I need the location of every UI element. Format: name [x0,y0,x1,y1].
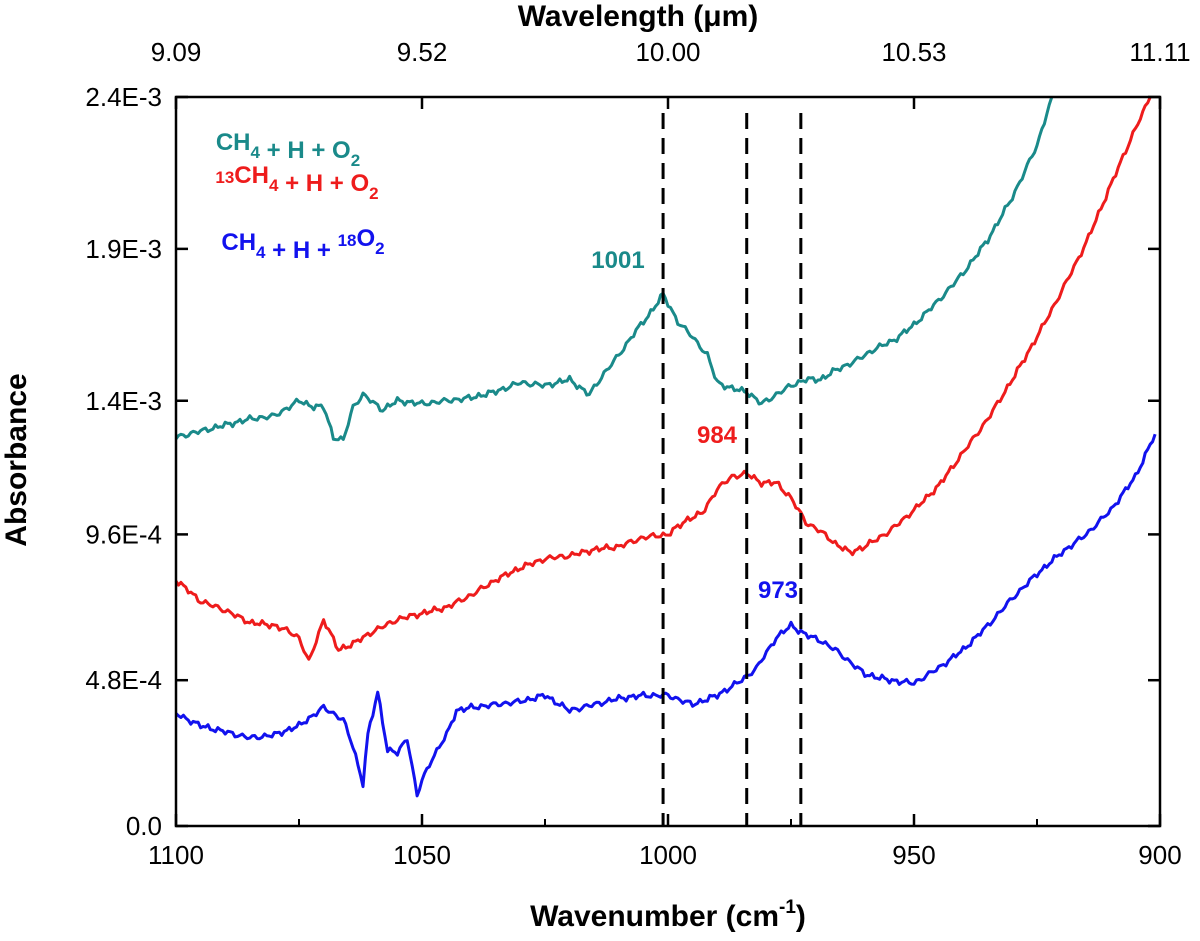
x-tick-label-1050: 1050 [393,840,451,870]
x-tick-label-1000: 1000 [639,840,697,870]
legend-text-part: CH [221,229,256,256]
series-layer [174,96,1157,798]
y-tick-label-2: 9.6E-4 [85,519,162,549]
top-tick-label-0: 9.09 [151,37,202,67]
y-tick-label-5: 2.4E-3 [85,82,162,112]
axis-ticks [174,95,1162,828]
series-line-3 [174,433,1157,798]
legend-entry-2: 13CH4 + H + O2 [215,162,378,203]
top-tick-label-3: 10.53 [881,37,946,67]
legend-text-part: 2 [351,151,360,170]
top-tick-label-1: 9.52 [397,37,448,67]
y-axis-title: Absorbance [0,373,33,546]
top-tick-label-2: 10.00 [635,37,700,67]
y-tick-label-0: 0.0 [126,811,162,841]
legend-entry-1: CH4 + H + O2 [216,129,360,170]
series-line-2 [174,96,1152,661]
legend-text-part: 2 [369,184,378,203]
legend-text-part: 4 [269,176,279,195]
peak-label-984: 984 [697,422,738,449]
legend-text-part: 2 [375,239,384,258]
legend-entry-3: CH4 + H + 18O2 [221,225,384,264]
legend-text-part: O [356,225,375,252]
legend-text-part: 13 [215,168,234,187]
reference-lines [661,113,803,826]
x-axis-title: Wavenumber (cm-1) [530,897,806,933]
plot-frame [174,95,1162,828]
legend-text-part: CH [216,129,251,156]
series-line-1 [174,96,1054,442]
labels: 1001 984 973 1100 1050 1000 950 900 9.09 9.52 10.0… [85,37,1190,870]
y-tick-label-3: 1.4E-3 [85,386,162,416]
x-tick-label-900: 900 [1138,840,1181,870]
top-tick-label-4: 11.11 [1129,37,1190,67]
y-tick-label-4: 1.9E-3 [85,234,162,264]
legend-text-part: + H + O [260,137,351,164]
x-tick-label-950: 950 [892,840,935,870]
axes-frame [174,95,1162,828]
legend-text-part: 4 [251,143,261,162]
y-tick-label-1: 4.8E-4 [85,665,162,695]
legend-text-part: + H + O [278,170,369,197]
peak-label-973: 973 [758,577,798,604]
peak-label-1001: 1001 [591,247,644,274]
legend-text-part: + H + [266,237,338,264]
x-tick-label-1100: 1100 [148,840,204,870]
legend-text-part: 18 [338,231,357,250]
top-axis-title: Wavelength (μm) [518,0,759,33]
legend-text-part: CH [234,162,269,189]
legend-text-part: 4 [256,243,266,262]
